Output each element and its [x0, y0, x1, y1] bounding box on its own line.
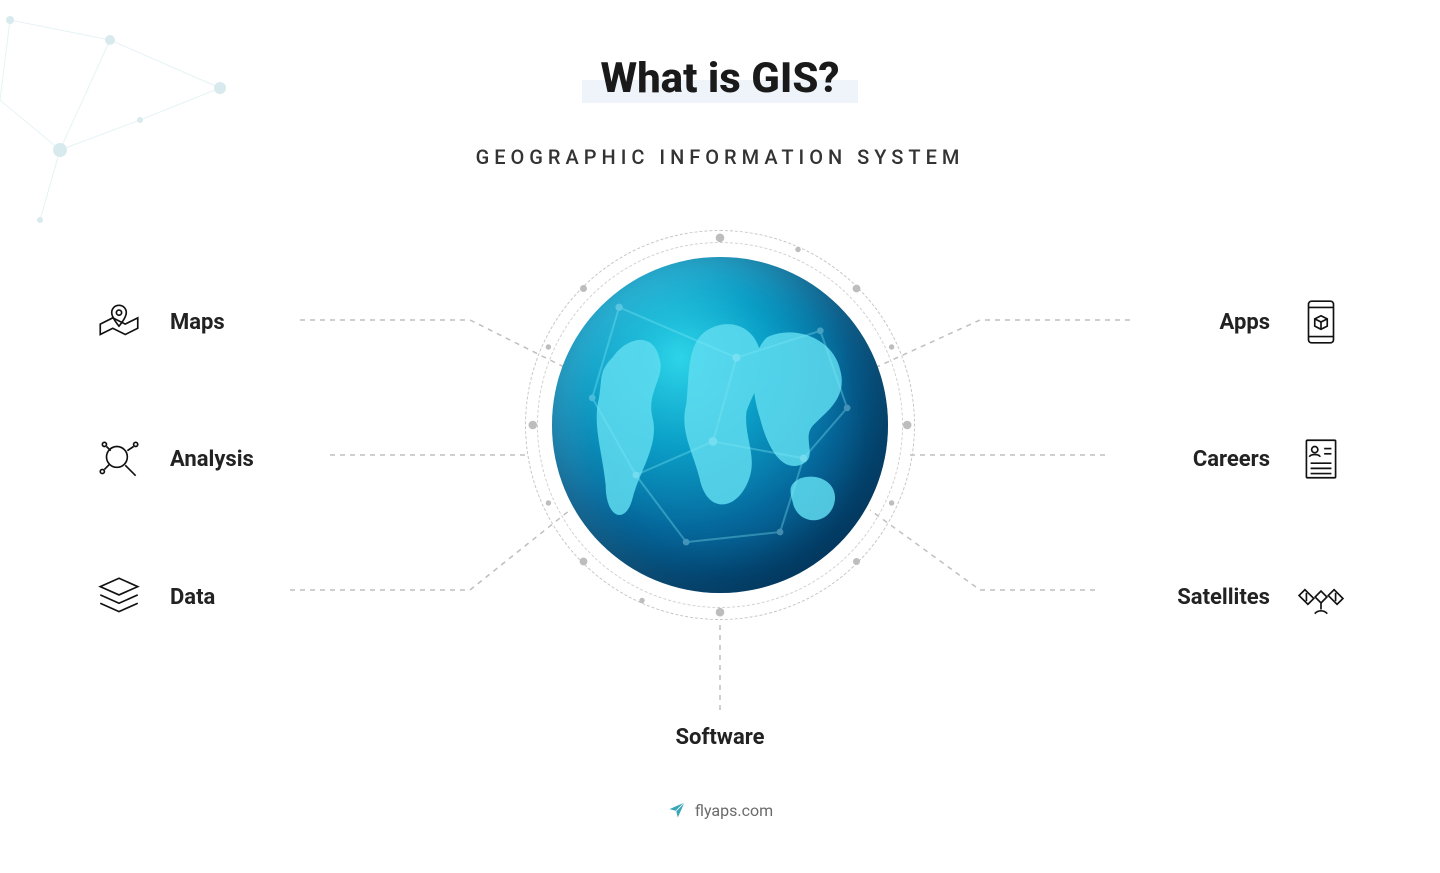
layers-icon: [92, 570, 146, 624]
footer: flyaps.com: [0, 800, 1440, 820]
careers-label: Careers: [1193, 447, 1270, 472]
paper-plane-icon: [667, 800, 687, 820]
apps-label: Apps: [1220, 310, 1270, 335]
phone-app-icon: [1294, 295, 1348, 349]
footer-text: flyaps.com: [695, 801, 773, 820]
category-data: Data: [92, 570, 215, 624]
subtitle: GEOGRAPHIC INFORMATION SYSTEM: [0, 145, 1440, 169]
page-title: What is GIS?: [582, 50, 857, 107]
category-apps: Apps: [1220, 295, 1348, 349]
title-text: What is GIS?: [600, 54, 839, 103]
category-satellites: Satellites: [1177, 570, 1348, 624]
map-pin-icon: [92, 295, 146, 349]
satellite-icon: [1294, 570, 1348, 624]
analysis-label: Analysis: [170, 447, 254, 472]
category-careers: Careers: [1193, 432, 1348, 486]
globe-graphic: [525, 230, 915, 620]
category-maps: Maps: [92, 295, 225, 349]
analysis-icon: [92, 432, 146, 486]
satellites-label: Satellites: [1177, 585, 1270, 610]
resume-icon: [1294, 432, 1348, 486]
decorative-network: [0, 0, 260, 260]
data-label: Data: [170, 585, 215, 610]
software-label: Software: [0, 725, 1440, 750]
maps-label: Maps: [170, 310, 225, 335]
category-analysis: Analysis: [92, 432, 254, 486]
